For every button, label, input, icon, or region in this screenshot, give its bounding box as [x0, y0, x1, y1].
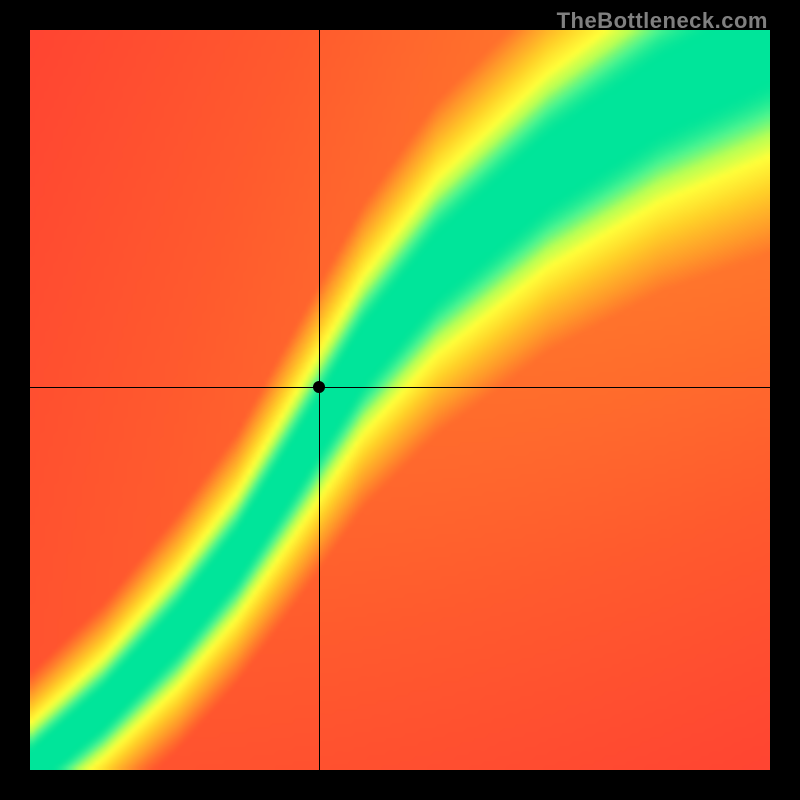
chart-container: TheBottleneck.com — [0, 0, 800, 800]
heatmap-canvas-wrap — [30, 30, 770, 770]
plot-area — [30, 30, 770, 770]
heatmap-canvas — [30, 30, 770, 770]
